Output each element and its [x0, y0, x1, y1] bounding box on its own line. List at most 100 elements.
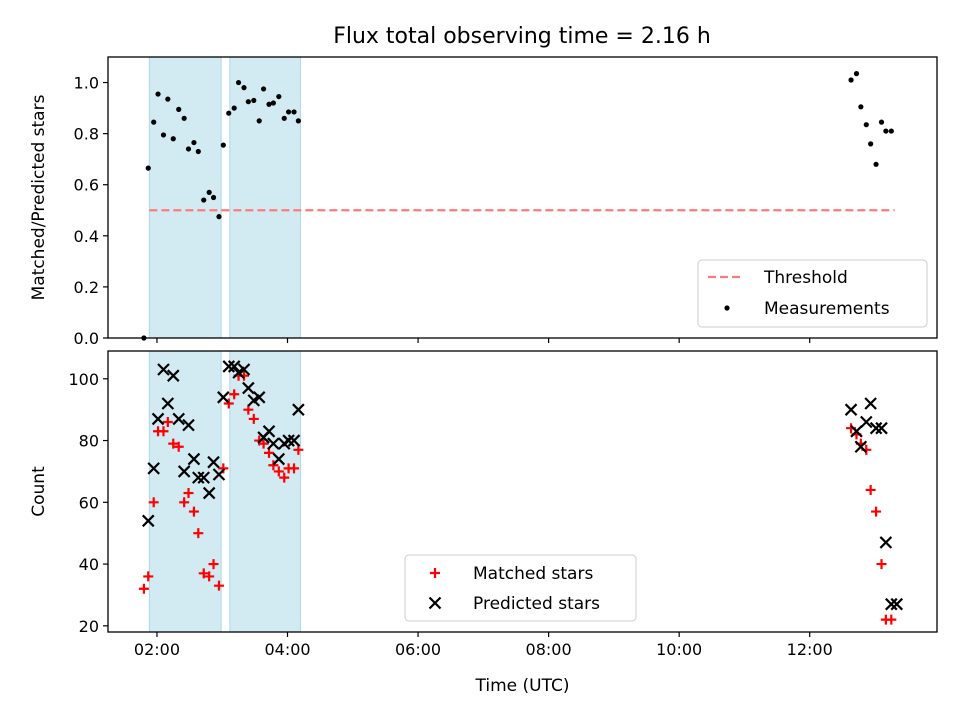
predicted-star-point [227, 360, 241, 373]
matched-star-point [208, 559, 219, 570]
measurement-point [260, 86, 267, 92]
measurement-point [241, 85, 247, 91]
x-tick-label: 10:00 [656, 640, 702, 659]
predicted-star-point [875, 421, 888, 435]
measurement-point [210, 194, 217, 201]
matched-star-point [871, 506, 882, 517]
measurement-point [883, 128, 889, 134]
y-tick-label: 0.0 [74, 329, 99, 348]
predicted-star-point [282, 434, 295, 447]
y-tick-label: 80 [79, 432, 99, 451]
measurement-point [220, 142, 226, 148]
measurement-point [276, 93, 282, 100]
measurement-point [206, 189, 212, 195]
y-tick-label: 40 [79, 555, 99, 574]
matched-star-point [213, 580, 224, 591]
y-tick-label: 1.0 [74, 74, 99, 93]
matched-star-point [223, 398, 234, 409]
matched-star-point [876, 559, 887, 570]
predicted-star-point [192, 471, 205, 484]
predicted-star-point [292, 403, 305, 416]
predicted-star-point [161, 397, 175, 410]
matched-star-point [138, 583, 149, 594]
matched-star-point [279, 472, 290, 483]
matched-star-point [229, 389, 240, 400]
matched-star-point [273, 466, 284, 477]
measurement-point [191, 139, 197, 146]
measurement-point [266, 101, 272, 107]
measurement-point [160, 132, 167, 138]
predicted-star-point [212, 468, 226, 481]
measurement-point [145, 165, 151, 171]
measurement-point [285, 109, 292, 115]
matched-star-point [193, 528, 204, 539]
measurement-point [231, 105, 237, 111]
measurement-point [873, 161, 879, 167]
x-tick-label: 02:00 [134, 640, 180, 659]
predicted-star-point [287, 434, 301, 447]
predicted-star-point [207, 455, 220, 469]
shaded-interval-1 [229, 350, 302, 633]
measurement-point [170, 136, 176, 142]
measurement-point [181, 115, 187, 121]
measurement-point [165, 96, 171, 102]
predicted-star-point [879, 536, 893, 549]
y-tick-label: 0.2 [74, 278, 99, 297]
measurement-point [151, 119, 157, 125]
legend-matched-swatch [430, 568, 440, 578]
matched-star-point [258, 438, 269, 449]
predicted-star-point [187, 452, 201, 466]
predicted-star-point [844, 403, 858, 416]
predicted-star-point [222, 360, 236, 373]
predicted-star-point [166, 369, 180, 382]
figure-title: Flux total observing time = 2.16 h [333, 24, 711, 49]
y-tick-label: 20 [79, 617, 99, 636]
predicted-star-point [869, 421, 883, 435]
predicted-star-point [237, 363, 251, 376]
y-tick-label: 100 [68, 370, 99, 389]
y-tick-label: 0.6 [74, 176, 99, 195]
legend-label: Matched stars [473, 564, 593, 584]
shaded-interval-1 [229, 56, 302, 339]
predicted-star-point [172, 412, 185, 426]
matched-star-point [173, 441, 184, 452]
predicted-star-point [860, 415, 873, 429]
matched-star-point [268, 460, 279, 471]
predicted-star-point [217, 391, 230, 404]
predicted-star-point [141, 514, 155, 528]
measurement-point [281, 115, 287, 121]
predicted-star-point [202, 486, 216, 500]
legend-measurement-swatch [724, 305, 730, 311]
matched-star-point [248, 413, 259, 424]
measurement-point [195, 148, 201, 155]
measurement-point [858, 104, 864, 110]
matched-star-point [179, 497, 190, 508]
measurement-point [201, 197, 207, 203]
matched-star-point [148, 497, 159, 508]
measurement-point [251, 97, 257, 104]
measurement-point [291, 109, 297, 115]
measurement-point [226, 110, 232, 116]
y-axis-label: Matched/Predicted stars [29, 94, 49, 300]
measurement-point [235, 79, 242, 86]
predicted-star-point [864, 397, 877, 410]
x-tick-label: 06:00 [395, 640, 441, 659]
matched-star-point [243, 404, 254, 415]
legend-label: Threshold [763, 268, 848, 288]
y-tick-label: 0.8 [74, 125, 99, 144]
measurement-point [868, 141, 874, 147]
matched-star-point [158, 426, 169, 437]
predicted-star-point [151, 412, 165, 426]
legend-label: Measurements [764, 299, 890, 319]
legend-box [404, 554, 637, 622]
measurement-point [863, 122, 869, 128]
predicted-star-point [885, 597, 898, 611]
measurement-point [216, 214, 222, 220]
matched-star-point [143, 571, 154, 582]
matched-star-point [293, 444, 304, 455]
matched-star-point [264, 447, 275, 458]
predicted-star-point [157, 363, 170, 376]
predicted-star-point [850, 425, 863, 438]
measurement-point [245, 99, 251, 105]
